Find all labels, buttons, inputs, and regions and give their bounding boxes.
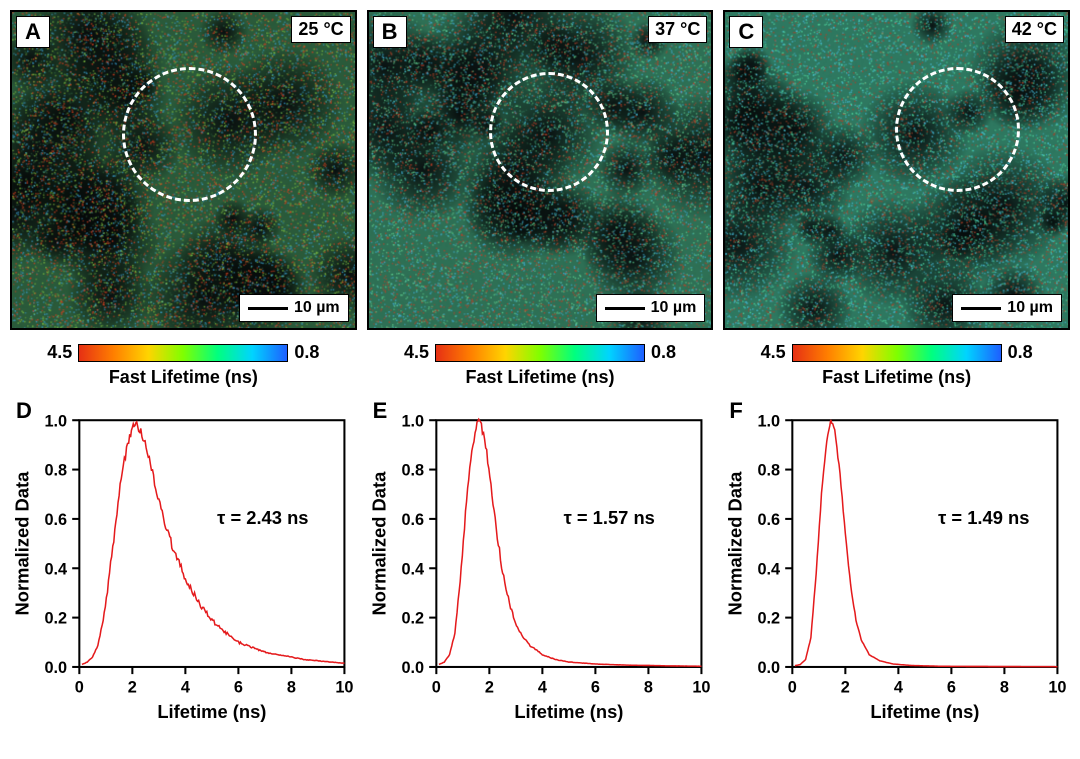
svg-text:8: 8 [1000, 678, 1009, 696]
svg-text:4: 4 [894, 678, 903, 696]
scalebar-line-icon [961, 307, 1001, 310]
colorbar-max: 0.8 [651, 342, 676, 363]
panel-label-b: B [373, 16, 407, 48]
micrograph-panel-a: A 25 °C 10 µm [10, 10, 357, 330]
colorbar-min: 4.5 [47, 342, 72, 363]
colorbar-max: 0.8 [294, 342, 319, 363]
svg-text:10: 10 [1049, 678, 1067, 696]
colorbar-min: 4.5 [404, 342, 429, 363]
roi-circle-c [895, 67, 1020, 192]
colorbar-section-c: 4.5 0.8 Fast Lifetime (ns) [723, 340, 1070, 390]
colorbar-row: 4.5 0.8 [761, 342, 1033, 363]
svg-text:τ = 2.43 ns: τ = 2.43 ns [217, 507, 308, 528]
svg-text:Normalized Data: Normalized Data [11, 471, 32, 616]
chart-panel-f: F 0 2 4 6 8 10 0.0 0.2 0.4 0.6 0.8 1.0 Lifetime (ns)… [723, 400, 1070, 730]
svg-text:8: 8 [287, 678, 296, 696]
svg-text:1.0: 1.0 [44, 412, 67, 430]
svg-text:8: 8 [644, 678, 653, 696]
svg-text:0: 0 [75, 678, 84, 696]
scalebar-text-b: 10 µm [651, 299, 697, 317]
svg-text:0.6: 0.6 [758, 511, 781, 529]
svg-text:0.8: 0.8 [758, 462, 781, 480]
temp-label-c: 42 °C [1005, 16, 1064, 43]
chart-svg-f: 0 2 4 6 8 10 0.0 0.2 0.4 0.6 0.8 1.0 Lifetime (ns) No… [723, 400, 1070, 730]
colorbar-row: 4.5 0.8 [47, 342, 319, 363]
svg-text:Normalized Data: Normalized Data [368, 471, 389, 616]
svg-text:2: 2 [128, 678, 137, 696]
svg-text:0.4: 0.4 [401, 560, 424, 578]
colorbar-gradient [435, 344, 645, 362]
panel-label-c: C [729, 16, 763, 48]
roi-circle-a [122, 67, 257, 202]
colorbar-label: Fast Lifetime (ns) [465, 367, 614, 388]
scalebar-line-icon [248, 307, 288, 310]
svg-text:6: 6 [234, 678, 243, 696]
colorbar-max: 0.8 [1008, 342, 1033, 363]
chart-label-d: D [16, 398, 32, 424]
scalebar-text-a: 10 µm [294, 299, 340, 317]
scalebar-text-c: 10 µm [1007, 299, 1053, 317]
colorbar-gradient [78, 344, 288, 362]
chart-panel-e: E 0 2 4 6 8 10 0.0 0.2 0.4 0.6 0.8 1.0 Lifetime (ns)… [367, 400, 714, 730]
chart-label-e: E [373, 398, 388, 424]
svg-text:0.4: 0.4 [44, 560, 67, 578]
svg-text:0: 0 [788, 678, 797, 696]
svg-text:10: 10 [692, 678, 710, 696]
chart-svg-e: 0 2 4 6 8 10 0.0 0.2 0.4 0.6 0.8 1.0 Lifetime (ns) No… [367, 400, 714, 730]
svg-text:Lifetime (ns): Lifetime (ns) [871, 701, 980, 722]
svg-text:Normalized Data: Normalized Data [725, 471, 746, 616]
svg-text:10: 10 [335, 678, 353, 696]
svg-text:0.2: 0.2 [401, 610, 424, 628]
svg-text:0.2: 0.2 [44, 610, 67, 628]
svg-text:6: 6 [947, 678, 956, 696]
svg-text:1.0: 1.0 [758, 412, 781, 430]
svg-text:0.6: 0.6 [44, 511, 67, 529]
svg-text:0: 0 [431, 678, 440, 696]
svg-text:1.0: 1.0 [401, 412, 424, 430]
chart-label-f: F [729, 398, 742, 424]
scalebar-b: 10 µm [596, 294, 706, 322]
svg-text:0.8: 0.8 [44, 462, 67, 480]
svg-text:4: 4 [537, 678, 546, 696]
svg-text:τ = 1.49 ns: τ = 1.49 ns [938, 507, 1029, 528]
svg-text:2: 2 [484, 678, 493, 696]
svg-text:Lifetime (ns): Lifetime (ns) [514, 701, 623, 722]
svg-text:0.2: 0.2 [758, 610, 781, 628]
micrograph-image-c [725, 12, 1068, 328]
scalebar-a: 10 µm [239, 294, 349, 322]
svg-text:6: 6 [591, 678, 600, 696]
svg-text:4: 4 [181, 678, 190, 696]
colorbar-label: Fast Lifetime (ns) [822, 367, 971, 388]
temp-label-b: 37 °C [648, 16, 707, 43]
colorbar-section-a: 4.5 0.8 Fast Lifetime (ns) [10, 340, 357, 390]
scalebar-line-icon [605, 307, 645, 310]
chart-svg-d: 0 2 4 6 8 10 0.0 0.2 0.4 0.6 0.8 1.0 Lifetime (ns) No… [10, 400, 357, 730]
svg-text:0.6: 0.6 [401, 511, 424, 529]
svg-text:0.4: 0.4 [758, 560, 781, 578]
roi-circle-b [489, 72, 609, 192]
temp-label-a: 25 °C [291, 16, 350, 43]
svg-text:0.0: 0.0 [44, 659, 67, 677]
figure-grid: A 25 °C 10 µm B 37 °C 10 µm C 42 °C 10 µ… [10, 10, 1070, 730]
svg-text:Lifetime (ns): Lifetime (ns) [157, 701, 266, 722]
micrograph-panel-b: B 37 °C 10 µm [367, 10, 714, 330]
svg-text:τ = 1.57 ns: τ = 1.57 ns [563, 507, 654, 528]
micrograph-panel-c: C 42 °C 10 µm [723, 10, 1070, 330]
svg-text:0.0: 0.0 [758, 659, 781, 677]
svg-text:2: 2 [841, 678, 850, 696]
colorbar-min: 4.5 [761, 342, 786, 363]
chart-panel-d: D 0 2 4 6 8 10 0.0 0.2 0.4 0.6 0.8 1.0 Lifetime (ns)… [10, 400, 357, 730]
colorbar-section-b: 4.5 0.8 Fast Lifetime (ns) [367, 340, 714, 390]
scalebar-c: 10 µm [952, 294, 1062, 322]
svg-text:0.0: 0.0 [401, 659, 424, 677]
colorbar-row: 4.5 0.8 [404, 342, 676, 363]
colorbar-gradient [792, 344, 1002, 362]
colorbar-label: Fast Lifetime (ns) [109, 367, 258, 388]
svg-text:0.8: 0.8 [401, 462, 424, 480]
panel-label-a: A [16, 16, 50, 48]
